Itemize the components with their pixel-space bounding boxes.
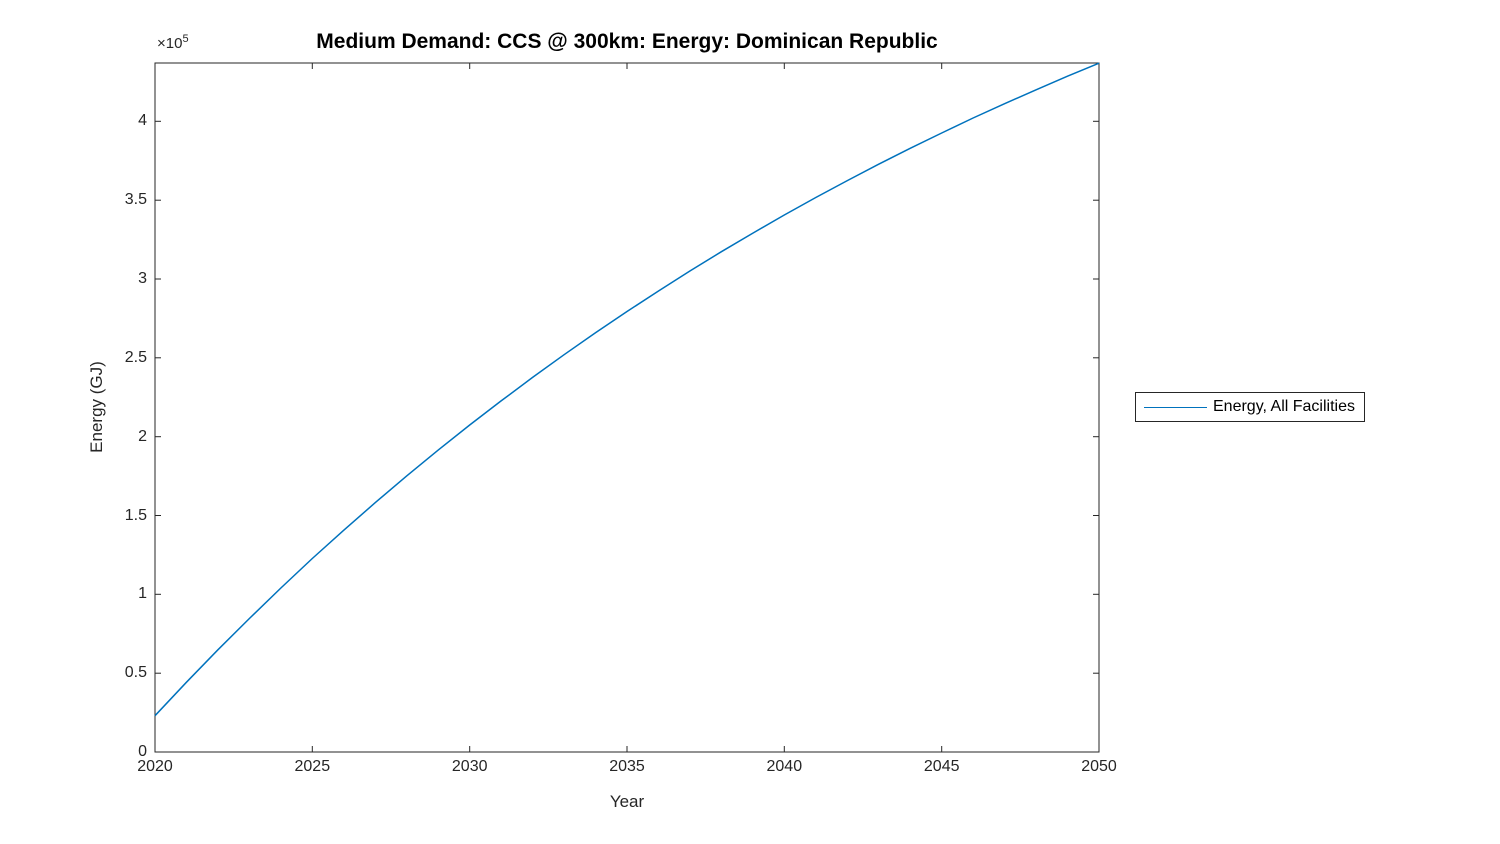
y-axis-label: Energy (GJ) xyxy=(87,361,106,453)
x-axis-label: Year xyxy=(609,792,645,811)
y-tick-label: 1 xyxy=(138,585,147,603)
x-tick-label: 2040 xyxy=(766,758,803,775)
y-tick-label: 2.5 xyxy=(124,348,147,366)
y-tick-label: 0.5 xyxy=(124,664,147,682)
legend-line-sample xyxy=(1144,406,1207,408)
y-tick-label: 4 xyxy=(138,112,147,130)
series-line xyxy=(154,62,1100,717)
x-tick-label: 2035 xyxy=(609,758,645,775)
x-tick-label: 2045 xyxy=(923,758,960,775)
y-axis-multiplier: ×105 xyxy=(157,33,189,52)
legend: Energy, All Facilities xyxy=(1135,392,1365,422)
y-multiplier-base: ×10 xyxy=(157,35,183,52)
y-tick-label: 3.5 xyxy=(124,191,147,209)
y-tick-label: 3 xyxy=(138,270,147,287)
y-tick-label: 0 xyxy=(138,743,147,760)
chart-title: Medium Demand: CCS @ 300km: Energy: Domi… xyxy=(316,30,938,53)
x-tick-label: 2025 xyxy=(294,758,331,775)
x-tick-label: 2020 xyxy=(137,758,173,775)
x-tick-label: 2030 xyxy=(451,758,488,775)
legend-entry-label: Energy, All Facilities xyxy=(1213,398,1355,415)
y-tick-label: 1.5 xyxy=(124,506,147,524)
y-tick-label: 2 xyxy=(138,427,147,445)
x-tick-label: 2050 xyxy=(1081,758,1117,775)
y-multiplier-exponent: 5 xyxy=(182,33,189,45)
